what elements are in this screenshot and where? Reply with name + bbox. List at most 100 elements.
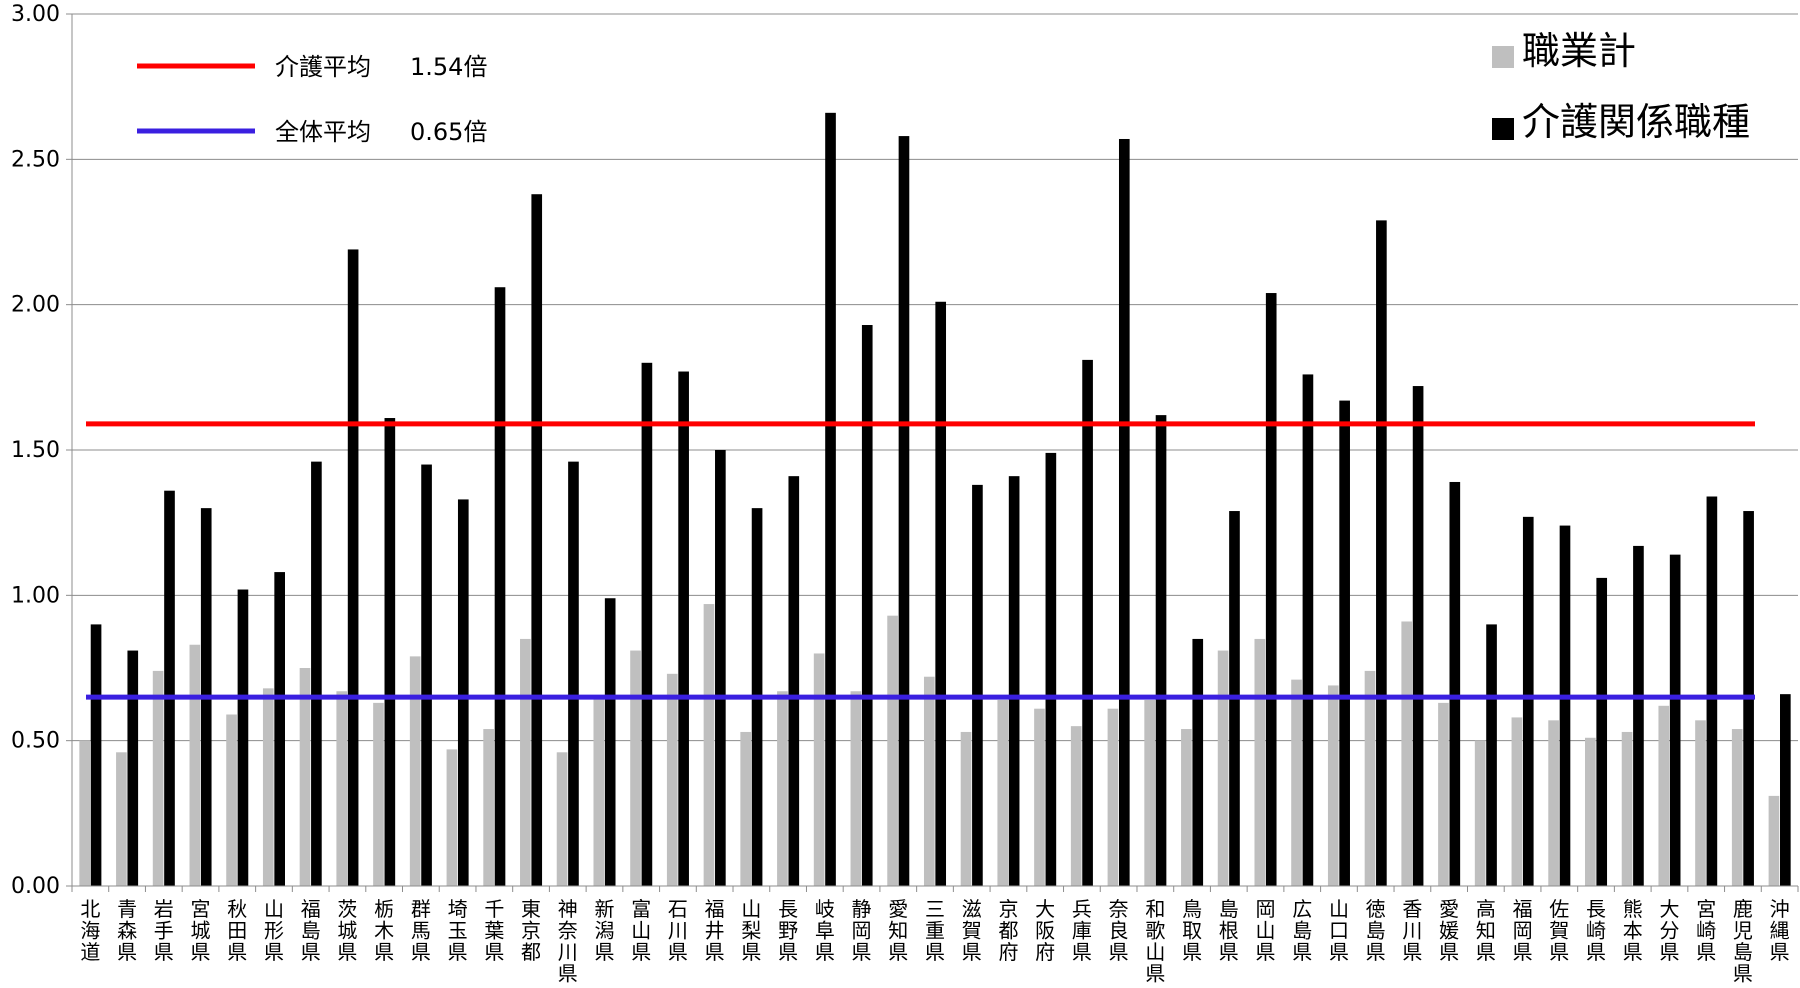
y-tick-label: 1.00 (11, 583, 60, 608)
bar-occupations-total (1768, 795, 1780, 886)
bar-care-occupations (898, 136, 910, 886)
x-tick-label: 熊本県 (1623, 897, 1643, 964)
x-tick-label: 高知県 (1476, 897, 1496, 964)
bar-occupations-total (556, 752, 568, 886)
bar-occupations-total (997, 699, 1009, 886)
x-tick-label: 兵庫県 (1072, 897, 1092, 964)
bar-care-occupations (347, 249, 359, 886)
bar-occupations-total (1511, 717, 1523, 886)
y-tick-label: 2.50 (11, 147, 60, 172)
x-tick-label: 岩手県 (154, 897, 174, 964)
bar-occupations-total (446, 749, 458, 886)
bar-care-occupations (274, 572, 285, 886)
bar-occupations-total (1217, 650, 1229, 886)
legend-reference-label: 介護平均 (275, 53, 371, 81)
legend-series-label: 職業計 (1522, 29, 1636, 73)
bar-care-occupations (1082, 359, 1093, 887)
bar-occupations-total (520, 638, 531, 886)
x-tick-label: 山梨県 (741, 897, 761, 964)
bar-occupations-total (630, 650, 641, 886)
x-tick-label: 長野県 (778, 897, 798, 964)
bar-care-occupations (457, 499, 469, 886)
bar-care-occupations (1669, 554, 1681, 886)
bar-occupations-total (960, 731, 972, 886)
x-tick-label: 福井県 (705, 897, 725, 964)
grid-lines (72, 13, 1798, 887)
x-tick-label: 栃木県 (374, 897, 394, 964)
x-tick-label: 宮崎県 (1696, 897, 1716, 964)
x-tick-label: 茨城県 (337, 897, 357, 964)
legend-reference-value: 0.65倍 (410, 118, 487, 146)
bar-occupations-total (483, 729, 494, 886)
legend-care-occupations-swatch (1492, 118, 1514, 140)
legend-reference-value: 1.54倍 (410, 53, 487, 81)
bar-care-occupations (678, 371, 689, 886)
x-tick-label: 佐賀県 (1549, 897, 1569, 964)
bar-care-occupations (935, 301, 947, 886)
bar-occupations-total (1548, 720, 1559, 886)
x-tick-label: 大分県 (1659, 897, 1679, 964)
bar-occupations-total (1731, 729, 1743, 886)
bar-care-occupations (788, 476, 800, 886)
bar-care-occupations (1449, 481, 1461, 886)
x-tick-label: 千葉県 (484, 897, 504, 964)
bar-care-occupations (825, 112, 836, 887)
bar-occupations-total (593, 697, 605, 886)
bar-occupations-total (373, 702, 384, 886)
x-tick-label: 沖縄県 (1770, 897, 1790, 964)
bar-occupations-total (409, 656, 421, 886)
bar-care-occupations (568, 461, 579, 886)
x-tick-label: 奈良県 (1109, 897, 1129, 964)
bar-occupations-total (1438, 702, 1449, 886)
bar-care-occupations (1265, 293, 1277, 886)
y-tick-label: 1.50 (11, 438, 60, 463)
bar-occupations-total (1291, 679, 1302, 886)
bar-care-occupations (1339, 400, 1350, 886)
x-tick-label: 香川県 (1402, 897, 1422, 964)
bar-occupations-total (740, 731, 752, 886)
y-tick-label: 0.00 (11, 874, 60, 899)
bar-occupations-total (703, 604, 715, 886)
bar-care-occupations (1412, 386, 1424, 886)
bar-care-occupations (1045, 452, 1057, 886)
x-tick-label: 鳥取県 (1182, 897, 1202, 964)
bars (79, 112, 1791, 887)
bar-care-occupations (1486, 624, 1497, 886)
x-tick-label: 石川県 (668, 897, 688, 964)
bar-care-occupations (531, 194, 543, 887)
x-tick-label: 東京都 (521, 897, 541, 964)
bar-occupations-total (1181, 729, 1192, 886)
bar-occupations-total (1401, 621, 1413, 886)
bar-care-occupations (604, 598, 616, 886)
bar-care-occupations (715, 450, 726, 886)
bar-occupations-total (226, 714, 237, 886)
x-tick-label: 青森県 (117, 897, 137, 964)
x-tick-label: 愛媛県 (1439, 897, 1459, 964)
x-tick-label: 長崎県 (1586, 897, 1606, 964)
bar-care-occupations (384, 418, 396, 886)
bar-care-occupations (972, 484, 983, 886)
x-tick-label: 鹿児島県 (1733, 897, 1753, 984)
x-tick-label: 宮城県 (191, 897, 211, 964)
x-tick-label: 和歌山県 (1145, 897, 1165, 984)
bar-care-occupations (861, 325, 873, 887)
x-tick-label: 山口県 (1329, 897, 1349, 964)
bar-care-occupations (1522, 516, 1534, 886)
bar-occupations-total (1658, 705, 1670, 886)
y-tick-label: 0.50 (11, 729, 60, 754)
bar-care-occupations (1780, 694, 1791, 886)
bar-occupations-total (1585, 737, 1596, 886)
reference-lines (86, 421, 1755, 700)
bar-occupations-total (1070, 726, 1082, 886)
bar-care-occupations (494, 287, 506, 886)
x-tick-label: 福島県 (301, 897, 321, 964)
bar-occupations-total (116, 752, 127, 886)
y-tick-label: 3.00 (11, 2, 60, 27)
x-tick-label: 愛知県 (888, 897, 908, 964)
bar-occupations-total (152, 670, 164, 886)
bar-occupations-total (1327, 685, 1339, 886)
bar-care-occupations (164, 490, 175, 886)
bar-occupations-total (1474, 740, 1486, 886)
